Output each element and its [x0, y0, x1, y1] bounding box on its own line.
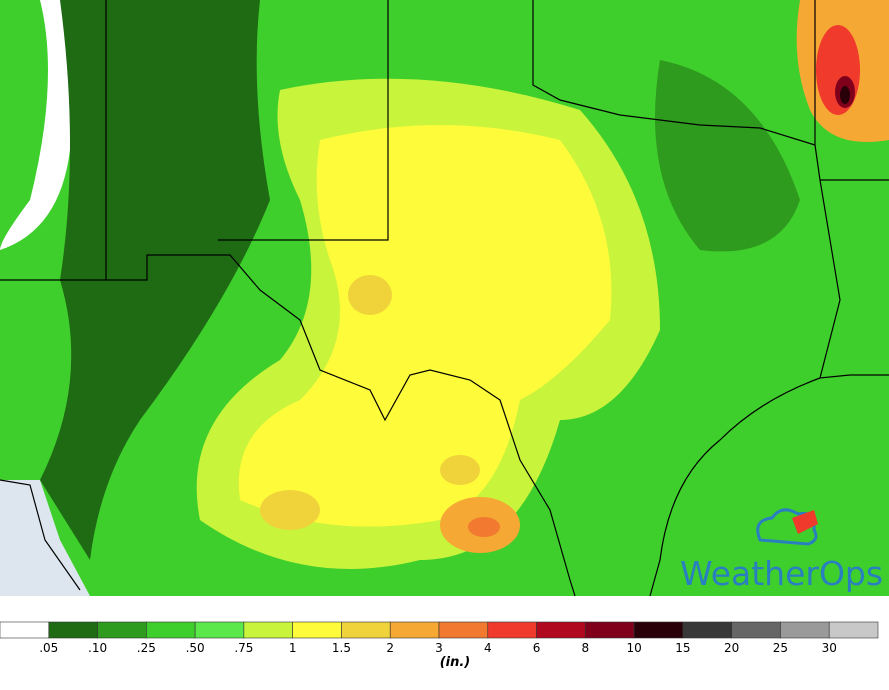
legend-label: 25 [773, 641, 788, 655]
legend: .05 .10 .25 .50 .75 1 1.5 2 3 4 6 8 10 15 20 25 30 [0, 621, 879, 655]
legend-label: 6 [533, 641, 541, 655]
legend-label: 15 [675, 641, 690, 655]
legend-label: 10 [626, 641, 641, 655]
legend-label: .75 [234, 641, 253, 655]
legend-label: .25 [137, 641, 156, 655]
legend-swatch [389, 621, 440, 639]
legend-swatch [97, 621, 147, 639]
logo-text: WeatherOps [680, 554, 883, 593]
legend-swatch [828, 621, 879, 639]
logo-icon [792, 510, 818, 534]
legend-label: 1 [289, 641, 297, 655]
legend-swatch [731, 621, 781, 639]
border-line [218, 0, 889, 379]
legend-swatch [682, 621, 732, 639]
gold-spot [260, 490, 320, 530]
legend-swatch [487, 621, 537, 639]
legend-swatch [438, 621, 489, 639]
gold-spot [348, 275, 392, 315]
legend-swatch [292, 621, 342, 639]
legend-label: 30 [822, 641, 837, 655]
legend-label: 3 [435, 641, 443, 655]
border-line [0, 0, 576, 597]
logo: WeatherOps [680, 508, 883, 593]
legend-label: 2 [386, 641, 394, 655]
logo-icon [756, 508, 818, 546]
legend-swatch [341, 621, 391, 639]
legend-swatch [194, 621, 245, 639]
legend-label: 4 [484, 641, 492, 655]
coastline [0, 479, 81, 591]
legend-label: .50 [186, 641, 205, 655]
coastline [649, 377, 821, 597]
yellow-area [238, 125, 612, 527]
legend-label: 1.5 [332, 641, 351, 655]
legend-swatch [585, 621, 635, 639]
legend-label: .05 [39, 641, 58, 655]
legend-swatch [780, 621, 830, 639]
legend-swatch [48, 621, 98, 639]
legend-swatch [536, 621, 586, 639]
legend-label: .10 [88, 641, 107, 655]
legend-unit: (in.) [440, 655, 471, 670]
legend-label: 20 [724, 641, 739, 655]
gold-spot [440, 455, 480, 485]
dark-spot [840, 86, 850, 104]
green-area [655, 60, 800, 252]
borders [0, 0, 889, 597]
legend-label: 8 [582, 641, 590, 655]
legend-swatch [0, 621, 50, 639]
legend-swatch [243, 621, 293, 639]
legend-swatch [146, 621, 196, 639]
orange-red-spot [468, 517, 500, 537]
dark-green-area [40, 0, 270, 560]
rainfall-map: WeatherOps [0, 0, 889, 597]
legend-swatch [633, 621, 684, 639]
